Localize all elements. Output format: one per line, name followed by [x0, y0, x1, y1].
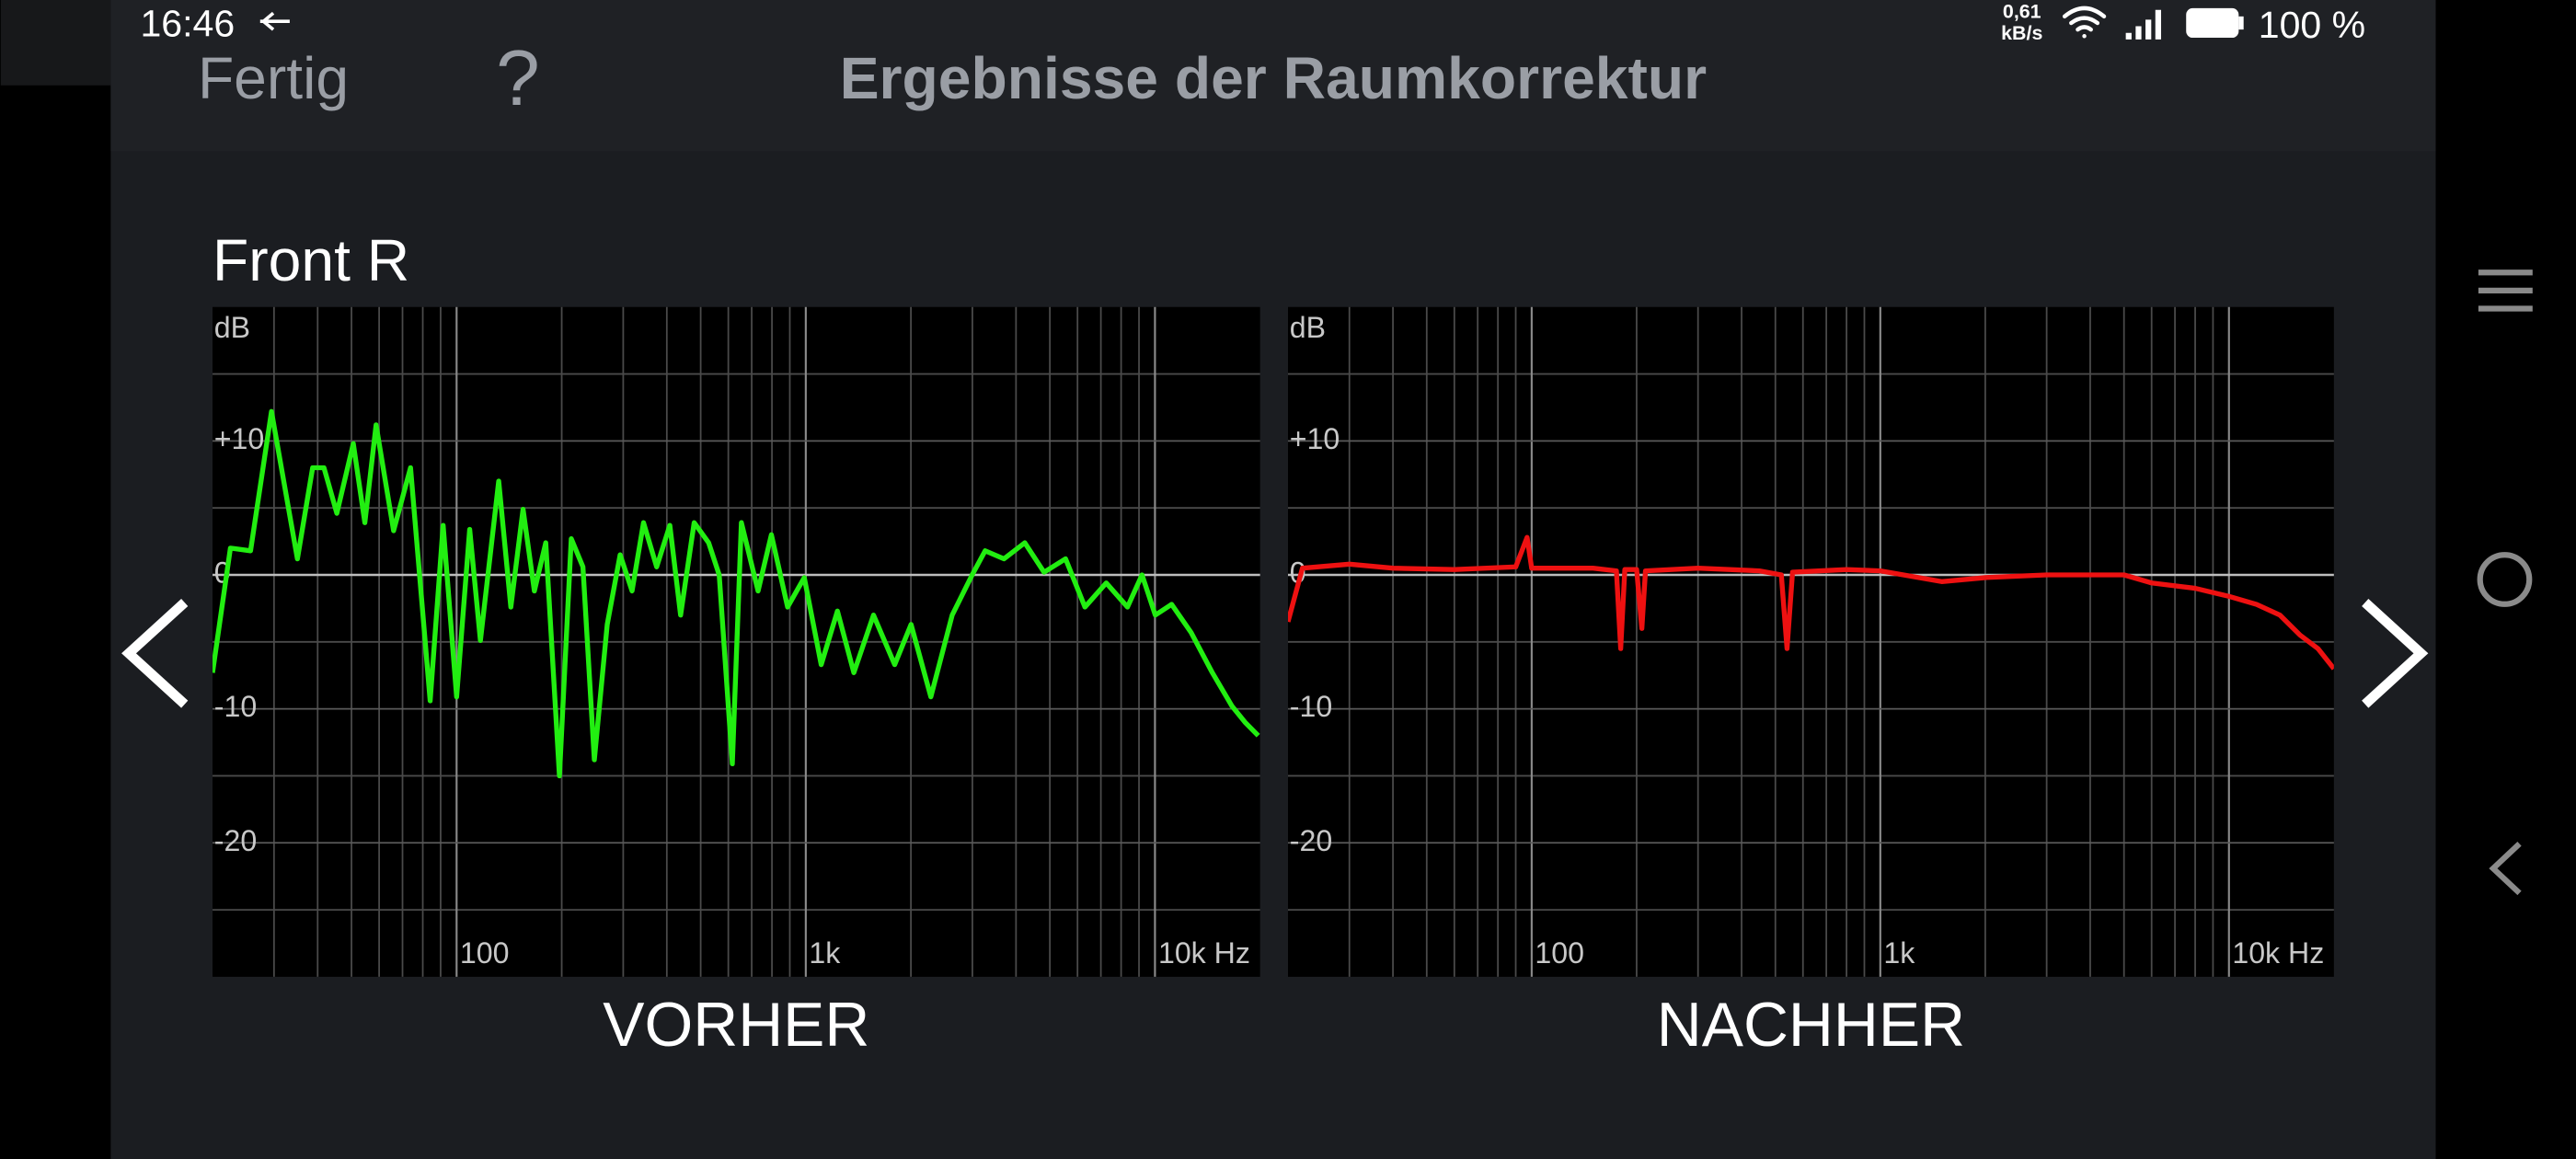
x-tick-label: 10k Hz [2232, 936, 2324, 970]
channel-name: Front R [213, 227, 409, 293]
y-tick-label: -10 [1290, 690, 1332, 723]
battery-tip [2238, 16, 2244, 30]
y-tick-label: +10 [1290, 422, 1340, 455]
x-tick-label: 100 [1535, 936, 1584, 970]
status-time: 16:46 [140, 2, 235, 44]
y-tick-label: -20 [214, 824, 257, 857]
wifi-icon [2062, 6, 2107, 39]
y-unit-label: dB [214, 311, 250, 344]
back-button[interactable] [2489, 842, 2522, 896]
y-tick-label: -10 [214, 690, 257, 723]
net-speed-value: 0,61 [2003, 1, 2041, 23]
chart-label: VORHER [603, 991, 869, 1060]
chart: 100 1k 10k Hz +10 0 -10 -20 dB NACHHER [1288, 306, 2334, 1060]
y-tick-label: -20 [1290, 824, 1332, 857]
y-tick-label: 0 [1290, 556, 1306, 589]
battery-level: 100 % [2259, 4, 2365, 46]
y-unit-label: dB [1290, 311, 1326, 344]
chart-label: NACHHER [1657, 991, 1965, 1060]
response-line [1288, 534, 2334, 671]
x-tick-label: 1k [809, 936, 841, 970]
next-arrow[interactable] [2362, 599, 2429, 708]
screen-title: Ergebnisse der Raumkorrektur [840, 45, 1707, 111]
x-tick-label: 100 [460, 936, 510, 970]
menu-button[interactable] [2478, 270, 2533, 312]
status-icon [259, 11, 290, 31]
battery-icon [2186, 7, 2239, 39]
header-bar [110, 0, 2436, 152]
prev-arrow[interactable] [121, 599, 189, 708]
side-strip [0, 0, 111, 86]
y-tick-label: +10 [214, 422, 264, 455]
signal-icon [2125, 9, 2162, 40]
done-button[interactable]: Fertig [198, 45, 349, 111]
home-button[interactable] [2477, 552, 2533, 607]
x-tick-label: 1k [1883, 936, 1915, 970]
help-button[interactable]: ? [496, 34, 540, 122]
x-tick-label: 10k Hz [1158, 936, 1250, 970]
response-line [213, 408, 1260, 779]
net-speed-unit: kB/s [2001, 22, 2042, 44]
